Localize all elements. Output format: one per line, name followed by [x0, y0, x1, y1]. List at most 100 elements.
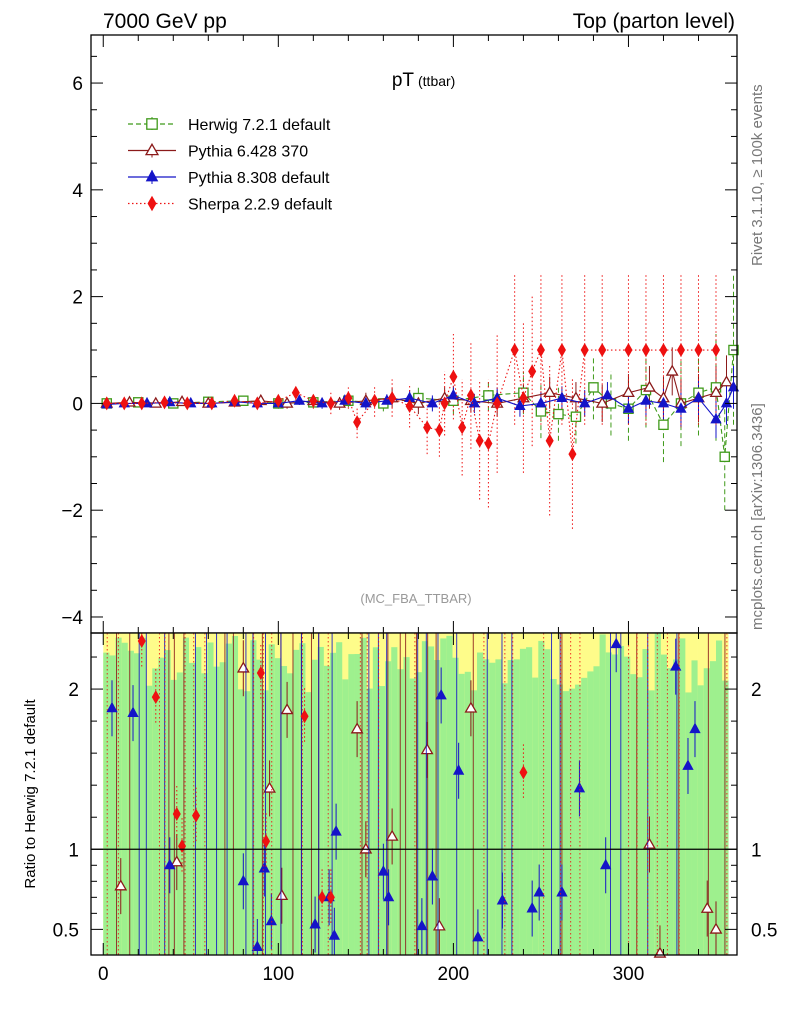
ratio-point-pythia-8-308-default	[556, 885, 568, 897]
legend-marker	[144, 142, 160, 156]
ratio-point-pythia-6-428-370	[643, 837, 656, 849]
point-herwig-7-2-1-default	[535, 406, 547, 417]
ratio-x-axis: 0 100 200 300	[98, 633, 699, 985]
ratio-ytick-label-right: 0.5	[751, 920, 777, 941]
ratio-point-pythia-6-428-370	[700, 901, 714, 913]
ratio-band-inner	[526, 647, 533, 955]
point-sherpa-2-2-9-default	[253, 396, 262, 411]
point-pythia-8-308-default	[316, 396, 328, 408]
ratio-point-pythia-8-308-default	[452, 764, 465, 775]
ratio-band-inner	[501, 683, 508, 955]
ratio-band-inner	[477, 652, 484, 955]
ratio-uncertainty-bands	[103, 633, 729, 955]
ratio-band-inner	[575, 684, 582, 955]
point-sherpa-2-2-9-default	[435, 423, 444, 438]
ratio-band-inner	[489, 662, 496, 955]
ratio-point-pythia-8-308-default	[472, 930, 484, 942]
ratio-band-inner	[483, 659, 490, 955]
ratio-band-inner	[231, 636, 239, 955]
ratio-point-sherpa-2-2-9-default	[137, 634, 146, 648]
ratio-band-inner	[544, 649, 551, 955]
point-sherpa-2-2-9-default	[676, 343, 686, 357]
ratio-band-inner	[507, 660, 515, 955]
ratio-band-inner	[207, 642, 214, 955]
point-pythia-6-428-370	[622, 385, 635, 398]
ratio-ylabel: Ratio to Herwig 7.2.1 default	[22, 699, 39, 889]
header-right: Top (parton level)	[573, 10, 735, 33]
ratio-point-pythia-6-428-370	[420, 743, 434, 755]
ratio-band-inner	[470, 690, 478, 955]
main-ytick-label: 4	[72, 181, 83, 202]
ratio-ytick-label-left: 2	[68, 680, 79, 701]
point-pythia-8-308-default	[692, 391, 705, 403]
ratio-band-inner	[624, 656, 631, 955]
point-pythia-8-308-default	[601, 388, 614, 400]
point-pythia-6-428-370	[411, 396, 425, 408]
ratio-band-inner	[587, 671, 594, 955]
ratio-point-pythia-6-428-370	[170, 855, 184, 867]
ratio-band-inner	[581, 677, 588, 955]
ratio-band-inner	[317, 646, 325, 955]
ratio-series	[106, 633, 728, 958]
ratio-band-inner	[648, 690, 656, 955]
ratio-frame	[90, 632, 738, 956]
ratio-band-inner	[238, 689, 245, 955]
ratio-point-pythia-8-308-default	[127, 706, 139, 718]
ratio-band-inner	[666, 668, 674, 955]
legend: Herwig 7.2.1 default Pythia 6.428 370 Pyth…	[128, 117, 333, 214]
ratio-point-pythia-8-308-default	[689, 722, 701, 734]
ratio-band-inner	[372, 647, 380, 955]
ratio-band-inner	[158, 657, 165, 955]
point-pythia-8-308-default	[727, 380, 740, 392]
ratio-ytick-label-left: 1	[68, 840, 79, 861]
ratio-xtick-label: 200	[438, 964, 470, 985]
point-sherpa-2-2-9-default	[449, 369, 458, 384]
ratio-point-pythia-8-308-default	[251, 940, 263, 951]
ratio-point-pythia-6-428-370	[275, 888, 289, 901]
ratio-band-inner	[697, 685, 705, 955]
ratio-band-inner	[287, 673, 294, 955]
legend-entry: Pythia 8.308 default	[188, 170, 330, 187]
point-sherpa-2-2-9-default	[528, 364, 537, 379]
ratio-point-sherpa-2-2-9-default	[318, 890, 327, 905]
ratio-band-inner	[378, 686, 386, 955]
ratio-point-pythia-8-308-default	[330, 825, 342, 836]
point-sherpa-2-2-9-default	[370, 393, 379, 408]
ratio-point-sherpa-2-2-9-default	[256, 666, 265, 681]
main-series	[100, 343, 740, 463]
ratio-band-inner	[715, 640, 723, 955]
point-pythia-8-308-default	[293, 394, 305, 405]
point-pythia-6-428-370	[643, 380, 656, 392]
point-sherpa-2-2-9-default	[440, 396, 449, 411]
ratio-y-axis: 0.5 0.5 1 1 2 2	[53, 656, 777, 941]
point-sherpa-2-2-9-default	[291, 385, 300, 400]
ratio-band-inner	[182, 637, 190, 955]
ratio-point-pythia-8-308-default	[237, 874, 249, 886]
point-pythia-6-428-370	[709, 385, 723, 398]
point-sherpa-2-2-9-default	[519, 391, 528, 406]
point-pythia-8-308-default	[622, 402, 635, 413]
ratio-band-inner	[703, 668, 711, 955]
main-title: pT	[392, 70, 415, 91]
ratio-point-pythia-8-308-default	[610, 637, 622, 649]
ratio-band-inner	[464, 671, 472, 955]
ratio-band-inner	[121, 642, 129, 955]
ratio-point-sherpa-2-2-9-default	[172, 807, 181, 822]
ratio-point-pythia-8-308-default	[600, 858, 612, 870]
ratio-point-sherpa-2-2-9-default	[151, 690, 160, 705]
ratio-band-inner	[568, 688, 576, 955]
ratio-band-inner	[654, 633, 662, 955]
ratio-band-inner	[219, 662, 227, 955]
point-sherpa-2-2-9-default	[466, 388, 475, 403]
ratio-point-pythia-8-308-default	[309, 917, 321, 929]
point-sherpa-2-2-9-default	[309, 393, 318, 408]
ratio-band-inner	[709, 661, 717, 955]
ratio-band-inner	[329, 652, 337, 955]
ratio-point-pythia-8-308-default	[435, 688, 447, 700]
point-pythia-8-308-default	[514, 399, 526, 411]
ratio-band-inner	[642, 649, 649, 955]
point-herwig-7-2-1-default	[483, 390, 494, 401]
ratio-band-inner	[532, 677, 539, 955]
ratio-band-inner	[495, 659, 502, 955]
ratio-point-sherpa-2-2-9-default	[326, 890, 335, 905]
